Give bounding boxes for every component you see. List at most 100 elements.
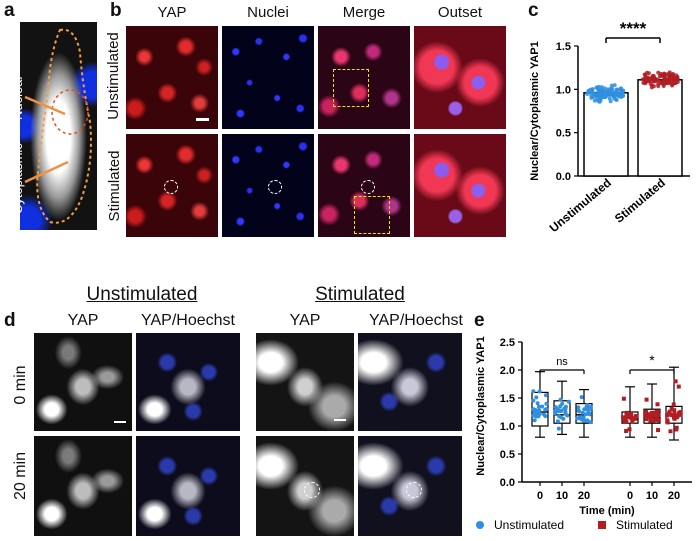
y-tick-label: 1.5 [500, 393, 515, 405]
significance-label: * [649, 352, 655, 368]
scale-bar [334, 419, 346, 421]
data-point [597, 98, 602, 103]
y-tick-label: 2.0 [500, 365, 515, 377]
y-axis-label: Nuclear/Cytoplasmic YAP1 [475, 336, 487, 475]
b-stim-nuclei [222, 134, 314, 237]
data-point [585, 418, 590, 423]
d-stim-20-merge [358, 436, 462, 536]
data-point [651, 413, 656, 418]
data-point [671, 402, 676, 407]
b-unstim-yap [126, 26, 218, 129]
b-unstim-nuclei [222, 26, 314, 129]
d-col-yap-stim: YAP [289, 312, 321, 329]
d-col-yap-unstim: YAP [67, 312, 99, 329]
data-point [558, 397, 563, 402]
data-point [561, 416, 566, 421]
panel-b-label: b [110, 0, 122, 21]
data-point [677, 412, 682, 417]
data-point [531, 407, 536, 412]
data-point [676, 384, 681, 389]
x-tick-label: Stimulated [612, 176, 668, 226]
data-point [612, 92, 617, 97]
data-point [643, 414, 648, 419]
data-point [665, 413, 670, 418]
data-point [592, 98, 597, 103]
d-col-yaphoechst-unstim: YAP/Hoechst [141, 312, 235, 329]
data-point [619, 94, 624, 99]
group-title-unstimulated: Unstimulated [86, 284, 198, 305]
data-point [600, 95, 605, 100]
inset-box [354, 196, 390, 234]
data-point [535, 401, 540, 406]
y-tick-label: 0.5 [556, 128, 571, 140]
data-point [652, 410, 657, 415]
panel-e-chart: 0.0 0.5 1.0 1.5 2.0 2.5 Nuclear/Cytoplasmic YA… [475, 336, 692, 532]
data-point [644, 79, 649, 84]
y-tick-label: 0.0 [556, 171, 571, 183]
data-point [652, 79, 657, 84]
data-point [543, 393, 548, 398]
group-title-stimulated: Stimulated [315, 284, 405, 305]
panel-c-label: c [528, 0, 539, 21]
data-point [665, 420, 670, 425]
significance-label: ns [556, 356, 568, 368]
x-tick-label: 20 [578, 490, 590, 502]
data-point [630, 419, 635, 424]
row-label-stimulated: Stimulated [106, 150, 123, 222]
data-point [629, 412, 634, 417]
data-point [656, 70, 661, 75]
row-label-unstimulated: Unstimulated [105, 32, 122, 120]
data-point [531, 398, 536, 403]
col-header-merge: Merge [342, 4, 386, 21]
b-stim-merge [318, 134, 410, 237]
d-col-yaphoechst-stim: YAP/Hoechst [369, 312, 463, 329]
scale-bar [114, 421, 126, 423]
data-point [555, 419, 560, 424]
x-axis-label: Time (min) [579, 505, 635, 517]
d-stim-0-yap [256, 333, 354, 431]
x-tick-label: 20 [668, 490, 680, 502]
inset-box [333, 69, 369, 107]
data-point [621, 415, 626, 420]
data-point [609, 86, 614, 91]
data-point [628, 415, 633, 420]
data-point [656, 412, 661, 417]
data-point [609, 83, 614, 88]
y-tick-label: 2.5 [500, 337, 515, 349]
y-tick-label: 0.5 [500, 449, 515, 461]
marker-circle [406, 482, 422, 498]
data-point [583, 412, 588, 417]
data-point [667, 409, 672, 414]
box [575, 402, 593, 424]
data-point [579, 395, 584, 400]
data-point [536, 404, 541, 409]
data-point [647, 414, 652, 419]
col-header-outset: Outset [437, 4, 483, 21]
marker-circle [268, 180, 282, 194]
cytoplasmic-label: Cytoplasmic [10, 143, 25, 214]
data-point [576, 405, 581, 410]
data-point [634, 414, 639, 419]
data-point [588, 89, 593, 94]
data-point [674, 427, 679, 432]
data-point [577, 409, 582, 414]
b-unstim-merge [318, 26, 410, 129]
data-point [674, 415, 679, 420]
y-tick-label: 1.5 [556, 41, 571, 53]
data-point [664, 77, 669, 82]
data-point [651, 418, 656, 423]
d-unstim-0-yap [34, 333, 132, 431]
d-stim-20-yap [256, 436, 354, 536]
data-point [543, 407, 548, 412]
data-point [558, 404, 563, 409]
data-point [669, 406, 674, 411]
data-point [619, 86, 624, 91]
data-point [633, 416, 638, 421]
data-point [655, 402, 660, 407]
data-point [656, 428, 661, 433]
y-axis-label: Nuclear/Cytoplasmic YAP1 [529, 41, 541, 180]
data-point [656, 84, 661, 89]
data-point [668, 73, 673, 78]
data-point [624, 412, 629, 417]
data-point [534, 395, 539, 400]
